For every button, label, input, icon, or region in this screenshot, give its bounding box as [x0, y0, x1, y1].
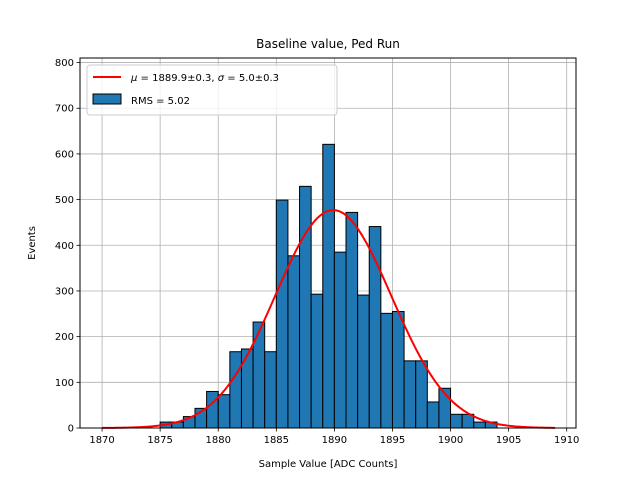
legend-hist-label: RMS = 5.02: [131, 96, 190, 107]
x-tick-label: 1890: [322, 435, 347, 446]
histogram-bar: [368, 226, 382, 429]
x-axis-label: Sample Value [ADC Counts]: [259, 459, 398, 470]
x-tick-label: 1885: [264, 435, 289, 446]
histogram-bar: [450, 413, 463, 429]
y-tick-label: 500: [55, 195, 74, 206]
fit-curve-layer: [102, 209, 556, 429]
x-tick-label: 1875: [147, 435, 172, 446]
plot-frame: [79, 57, 577, 429]
histogram-bars: [159, 143, 498, 429]
histogram-bar: [229, 351, 242, 429]
legend-box: [86, 64, 338, 116]
y-tick-label: 300: [55, 286, 74, 297]
x-tick-label: 1905: [496, 435, 521, 446]
legend-hist-swatch: [92, 93, 122, 105]
gaussian-fit-line: [102, 209, 556, 429]
histogram-bar: [322, 143, 335, 429]
x-axis: 1870 1875 1880 1885 1890 1895 1900 1905 1910: [89, 428, 579, 446]
histogram-bar: [333, 251, 347, 429]
legend-mu-text: = 1889.9±0.3,: [137, 73, 217, 84]
chart-title: Baseline value, Ped Run: [256, 37, 400, 51]
y-tick-label: 700: [55, 104, 74, 115]
x-tick-label: 1910: [554, 435, 579, 446]
legend: μ = 1889.9±0.3, σ = 5.0±0.3 RMS = 5.02: [86, 64, 338, 116]
y-tick-label: 400: [55, 241, 74, 252]
legend-sigma-text: = 5.0±0.3: [224, 73, 279, 84]
y-tick-label: 100: [55, 378, 74, 389]
histogram-bar: [206, 390, 219, 429]
histogram-bar: [415, 360, 428, 429]
histogram-bar: [345, 211, 359, 429]
histogram-bar: [287, 255, 301, 429]
legend-sigma-symbol: σ: [218, 73, 225, 84]
histogram-bar: [264, 351, 277, 429]
y-tick-label: 0: [68, 424, 74, 435]
histogram-bar: [391, 311, 405, 429]
y-tick-label: 800: [55, 58, 74, 69]
histogram-bar: [217, 394, 231, 429]
histogram-bar: [299, 185, 312, 429]
y-tick-label: 200: [55, 332, 74, 343]
histogram-bar: [357, 294, 370, 429]
histogram-bar: [275, 199, 289, 429]
histogram-bar: [473, 421, 486, 429]
y-axis-label: Events: [27, 226, 38, 260]
histogram-bar: [426, 401, 440, 429]
x-tick-label: 1900: [438, 435, 463, 446]
x-tick-label: 1880: [206, 435, 231, 446]
histogram-bar: [380, 312, 393, 429]
x-tick-label: 1870: [89, 435, 114, 446]
histogram-bar: [310, 293, 324, 429]
legend-fit-label: μ = 1889.9±0.3, σ = 5.0±0.3: [130, 73, 279, 84]
histogram-bar: [403, 360, 417, 429]
y-axis: 0 100 200 300 400 500 600 700 800: [55, 58, 80, 435]
histogram-bar: [252, 321, 266, 429]
y-tick-label: 600: [55, 149, 74, 160]
legend-mu-symbol: μ: [130, 73, 137, 84]
x-tick-label: 1895: [380, 435, 405, 446]
